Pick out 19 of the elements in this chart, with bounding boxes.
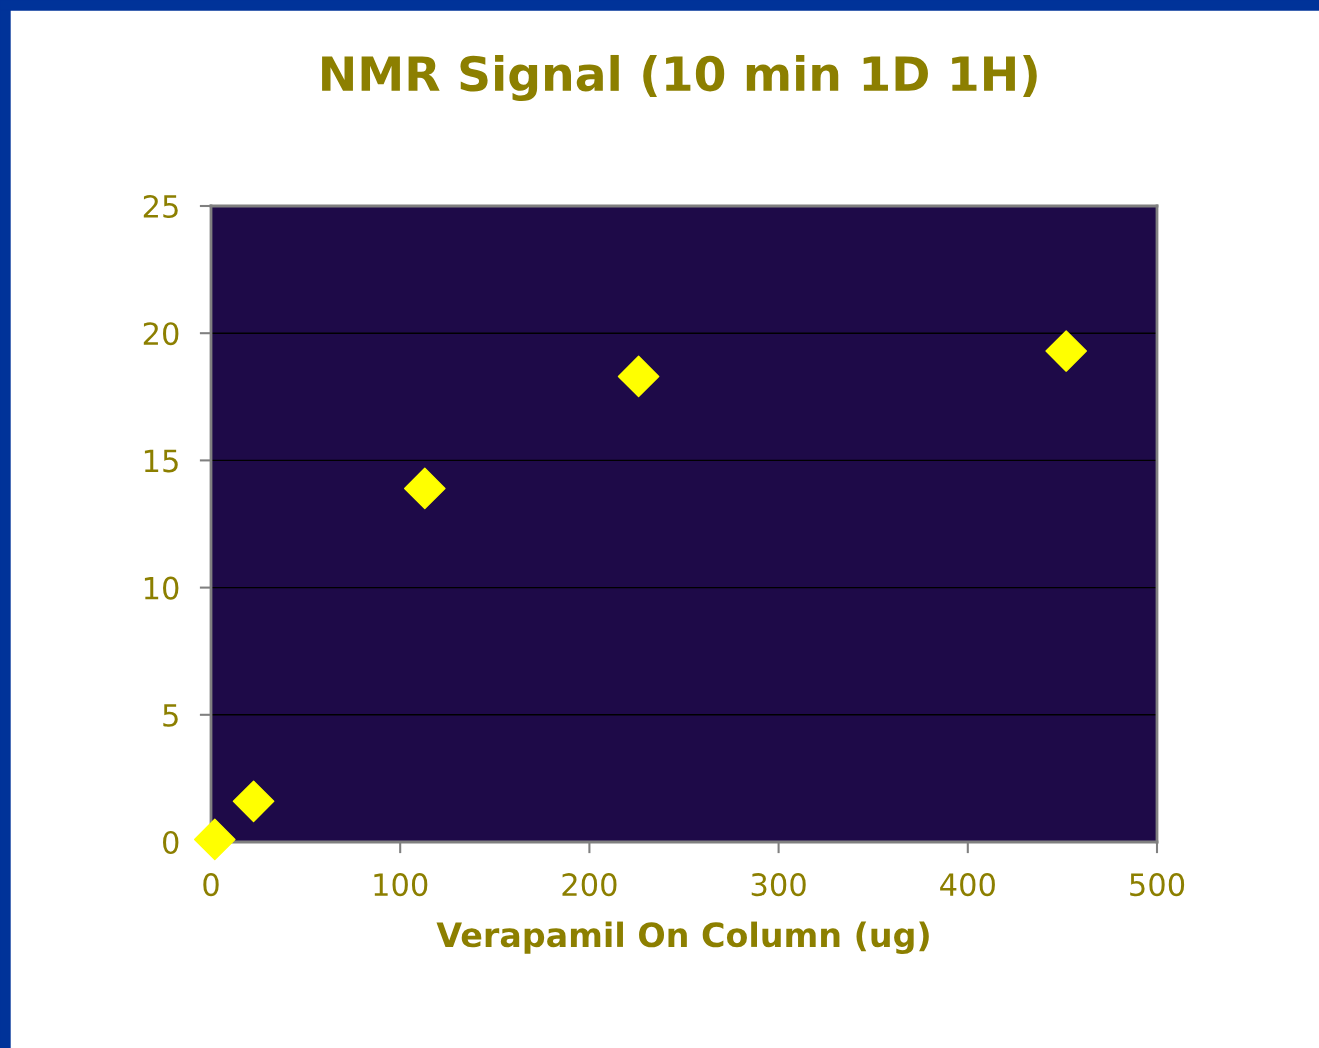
y-tick-label: 10 <box>144 576 179 600</box>
point <box>232 780 275 823</box>
point <box>403 467 446 510</box>
x-axis-title: Verapamil On Column (ug) <box>436 921 929 955</box>
x-tick-label: 200 <box>562 873 617 897</box>
x-tick-label: 400 <box>940 873 995 897</box>
point <box>617 355 660 398</box>
point <box>1045 330 1088 372</box>
y-tick-label: 20 <box>143 322 179 346</box>
y-tick-label: 25 <box>143 194 178 219</box>
x-tick-label: 0 <box>203 873 219 897</box>
y-tick-label: 0 <box>163 830 179 855</box>
x-tick-label: 100 <box>374 873 428 897</box>
point <box>193 818 236 861</box>
y-tick-label: 15 <box>144 449 178 473</box>
x-tick-label: 300 <box>751 873 806 897</box>
y-tick-label: 5 <box>163 704 178 727</box>
x-tick-label: 500 <box>1130 873 1185 897</box>
chart-title: NMR Signal (10 min 1D 1H) <box>322 54 1037 102</box>
